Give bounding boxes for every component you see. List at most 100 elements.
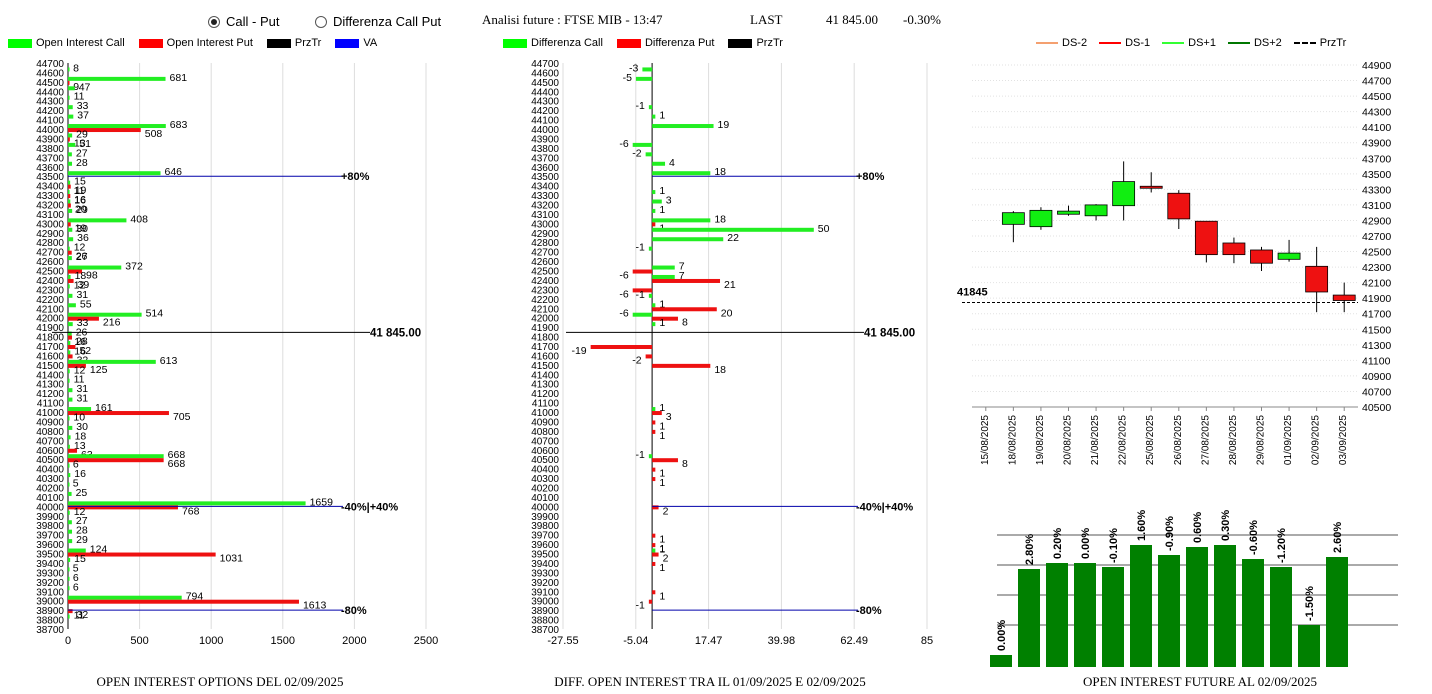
bar-call xyxy=(652,237,724,242)
legend-item: PrzTr xyxy=(1293,37,1346,49)
bar-call xyxy=(648,454,653,459)
y-tick-label: 42900 xyxy=(1362,215,1391,227)
radio-selected-icon[interactable] xyxy=(208,15,220,28)
data-label-call: 27 xyxy=(76,147,88,159)
y-tick-label: 44100 xyxy=(531,116,559,127)
data-label-call: 683 xyxy=(170,119,188,131)
bar-future xyxy=(1242,559,1264,667)
y-tick-label: 41100 xyxy=(1362,355,1391,367)
bar-put xyxy=(68,278,74,283)
data-label-put: 8 xyxy=(682,458,688,470)
x-tick-label: 18/08/2025 xyxy=(1007,415,1018,465)
data-label-call: 33 xyxy=(77,317,89,329)
legend-label: DS-2 xyxy=(1062,37,1088,49)
y-tick-label: 43700 xyxy=(36,153,64,164)
bar-call xyxy=(648,105,653,110)
x-tick-label: 29/08/2025 xyxy=(1256,415,1267,465)
data-label-call: 10 xyxy=(73,411,85,423)
last-value: 41 845.00 xyxy=(826,12,878,27)
y-tick-label: 39600 xyxy=(36,540,64,551)
data-label-put: 3 xyxy=(666,411,672,423)
bar-call xyxy=(652,407,656,412)
data-label-put: 768 xyxy=(182,505,200,517)
bar-put xyxy=(632,288,653,293)
data-label-put: 16 xyxy=(74,194,86,206)
data-label-call: 5 xyxy=(73,478,79,490)
bar-call xyxy=(68,444,70,449)
bar-call xyxy=(648,246,653,251)
y-tick-label: 41800 xyxy=(36,333,64,344)
x-tick-label: 28/08/2025 xyxy=(1228,415,1239,465)
radio-call-put[interactable]: Call - Put xyxy=(208,14,279,29)
y-tick-label: 40700 xyxy=(36,436,64,447)
bar-call xyxy=(68,539,73,544)
bar-call xyxy=(68,303,76,308)
data-label-call: 613 xyxy=(160,355,178,367)
last-label: LAST xyxy=(750,12,783,27)
bar-put xyxy=(68,345,76,349)
data-label-call: 29 xyxy=(76,534,88,546)
legend-item: DS+1 xyxy=(1162,37,1216,49)
y-tick-label: 41200 xyxy=(531,389,559,400)
percent-label: +80% xyxy=(856,171,885,183)
bar-put xyxy=(652,590,656,595)
data-label-call: 1 xyxy=(659,204,665,216)
legend-swatch xyxy=(138,38,163,48)
y-tick-label: 41200 xyxy=(36,389,64,400)
y-tick-label: 43200 xyxy=(36,201,64,212)
y-tick-label: 44400 xyxy=(531,87,559,98)
y-tick-label: 43300 xyxy=(531,191,559,202)
data-label-call: 7 xyxy=(679,261,685,273)
y-tick-label: 39000 xyxy=(531,597,559,608)
data-label-put: 1613 xyxy=(303,600,327,612)
data-label-call: 18 xyxy=(714,213,726,225)
candle-body xyxy=(1057,210,1080,215)
data-label-put: 1 xyxy=(659,543,665,555)
data-label-call: -1 xyxy=(636,449,645,461)
legend-item: Open Interest Put xyxy=(138,37,253,49)
bar-call xyxy=(68,501,306,506)
bar-future xyxy=(1046,563,1068,667)
legend-label: PrzTr xyxy=(294,37,322,49)
y-tick-label: 38900 xyxy=(36,606,64,617)
chart-candlestick: 40500 40700 40900 41100 41300 41500 41700 41900… xyxy=(957,60,1391,465)
bar-call xyxy=(68,227,73,232)
radio-unselected-icon[interactable] xyxy=(315,15,327,28)
bar-put xyxy=(652,533,656,538)
bar-put xyxy=(652,411,662,416)
bar-call xyxy=(68,293,73,298)
y-tick-label: 41600 xyxy=(531,351,559,362)
x-tick-label: 21/08/2025 xyxy=(1090,415,1101,465)
bar-call xyxy=(652,274,675,279)
legend-label: DS-1 xyxy=(1125,37,1151,49)
bar-future xyxy=(1326,557,1348,667)
y-tick-label: 40300 xyxy=(531,474,559,485)
y-tick-label: 42200 xyxy=(531,295,559,306)
y-tick-label: 42800 xyxy=(531,238,559,249)
x-tick-label: 22/08/2025 xyxy=(1118,415,1129,465)
data-label-call: 15 xyxy=(74,553,86,565)
bar-call xyxy=(652,190,656,195)
bar-put xyxy=(68,599,299,604)
data-label-put: 26 xyxy=(76,251,88,263)
caption-mid: DIFF. OPEN INTEREST TRA IL 01/09/2025 E … xyxy=(554,674,866,689)
legend-mid: Differenza Call Differenza Put PrzTr xyxy=(503,37,783,49)
bar-call xyxy=(68,105,73,110)
data-label-put: 1 xyxy=(659,562,665,574)
radio-diff[interactable]: Differenza Call Put xyxy=(315,14,441,29)
bar-future xyxy=(990,655,1012,667)
y-tick-label: 42900 xyxy=(36,229,64,240)
bar-call xyxy=(68,274,71,279)
data-label-call: 33 xyxy=(77,100,89,112)
y-tick-label: 40800 xyxy=(531,427,559,438)
data-label-put: 20 xyxy=(721,307,733,319)
candle-body xyxy=(1167,192,1191,220)
data-label-call: 11 xyxy=(74,610,85,622)
data-label-call: 36 xyxy=(77,232,89,244)
y-tick-label: 39600 xyxy=(531,540,559,551)
y-tick-label: 44400 xyxy=(36,87,64,98)
caption-right: OPEN INTEREST FUTURE AL 02/09/2025 xyxy=(1082,674,1317,689)
y-tick-label: 44000 xyxy=(36,125,64,136)
x-tick-label: 2500 xyxy=(414,635,438,647)
y-tick-label: 39200 xyxy=(531,578,559,589)
